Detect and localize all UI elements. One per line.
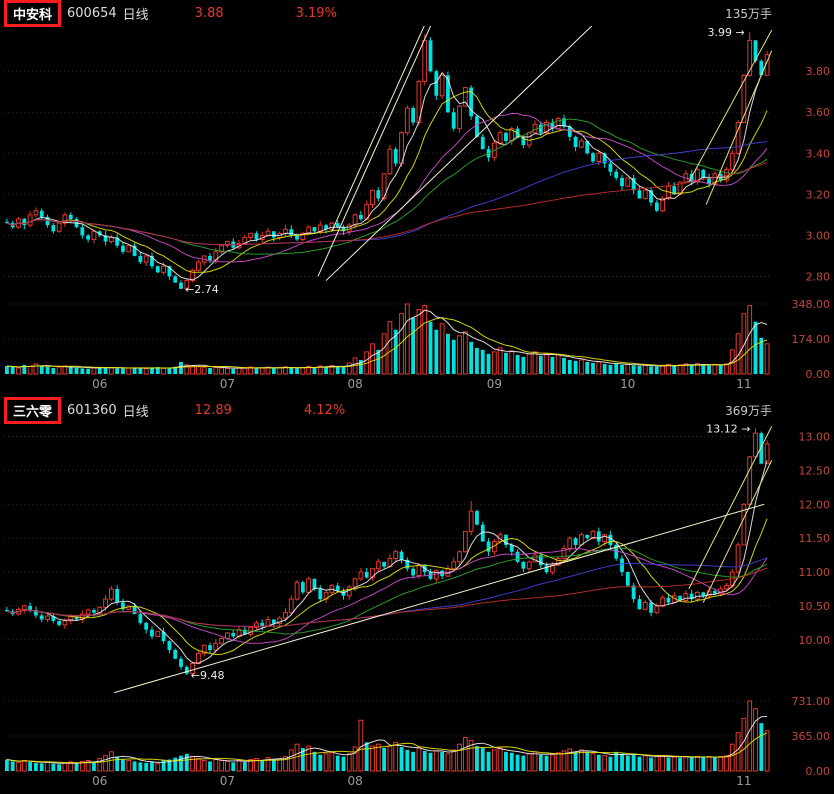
stock-name-highlight-box: 中安科 [4, 0, 62, 27]
svg-text:06: 06 [92, 377, 107, 391]
stock-name[interactable]: 三六零 [13, 404, 53, 420]
stock-code: 601360 [67, 402, 117, 418]
stock-code: 600654 [67, 5, 117, 21]
stock-name-highlight-box: 三六零 [4, 396, 62, 424]
svg-text:731.00: 731.00 [792, 695, 831, 708]
svg-text:08: 08 [347, 377, 362, 391]
last-price: 3.88 [194, 5, 224, 21]
svg-text:13.00: 13.00 [799, 431, 831, 444]
svg-text:3.20: 3.20 [806, 188, 831, 201]
svg-text:0.00: 0.00 [806, 765, 831, 778]
svg-text:174.00: 174.00 [792, 333, 831, 346]
svg-text:3.80: 3.80 [806, 65, 831, 78]
change-percent: 3.19% [295, 5, 337, 21]
svg-text:11.00: 11.00 [799, 566, 831, 579]
chart-header-bottom: 三六零 601360 日线 12.89 4.12% 369万手 [0, 396, 834, 424]
svg-text:08: 08 [347, 774, 362, 788]
change-percent: 4.12% [303, 402, 346, 418]
svg-text:11: 11 [736, 377, 751, 391]
svg-text:12.50: 12.50 [799, 464, 831, 477]
svg-text:10.00: 10.00 [799, 634, 831, 647]
stock-name[interactable]: 中安科 [13, 7, 53, 23]
svg-text:3.99 →: 3.99 → [707, 26, 744, 39]
svg-text:2.80: 2.80 [806, 270, 831, 283]
candlestick-chart-top[interactable]: 3.80 3.60 3.40 3.20 3.00 2.80 348.00 174.00 0.00… [0, 26, 834, 397]
svg-text:3.60: 3.60 [806, 106, 831, 119]
svg-text:348.00: 348.00 [792, 298, 831, 311]
chart-section-top: 中安科 600654 日线 3.88 3.19% 135万手 3.80 3.60 3… [0, 0, 834, 397]
svg-text:365.00: 365.00 [792, 730, 831, 743]
svg-text:06: 06 [92, 774, 107, 788]
svg-text:10.50: 10.50 [799, 600, 831, 613]
period-label[interactable]: 日线 [122, 7, 149, 23]
last-price: 12.89 [194, 402, 232, 418]
turnover-label: 369万手 [725, 403, 772, 418]
svg-text:3.40: 3.40 [806, 147, 831, 160]
chart-header-top: 中安科 600654 日线 3.88 3.19% 135万手 [0, 0, 834, 27]
svg-text:11: 11 [736, 774, 751, 788]
chart-section-bottom: 三六零 601360 日线 12.89 4.12% 369万手 13.00 12.… [0, 396, 834, 794]
svg-text:07: 07 [220, 774, 235, 788]
svg-text:11.50: 11.50 [799, 532, 831, 545]
svg-text:←9.48: ←9.48 [191, 669, 225, 682]
svg-text:07: 07 [220, 377, 235, 391]
period-label[interactable]: 日线 [122, 404, 149, 420]
svg-text:10: 10 [620, 377, 635, 391]
svg-text:09: 09 [487, 377, 502, 391]
svg-text:0.00: 0.00 [806, 368, 831, 381]
svg-text:13.12 →: 13.12 → [706, 423, 750, 435]
turnover-label: 135万手 [725, 6, 772, 21]
candlestick-chart-bottom[interactable]: 13.00 12.50 12.00 11.50 11.00 10.50 10.00 731.0… [0, 423, 834, 794]
svg-text:←2.74: ←2.74 [185, 283, 219, 296]
svg-text:12.00: 12.00 [799, 498, 831, 511]
svg-text:3.00: 3.00 [806, 229, 831, 242]
